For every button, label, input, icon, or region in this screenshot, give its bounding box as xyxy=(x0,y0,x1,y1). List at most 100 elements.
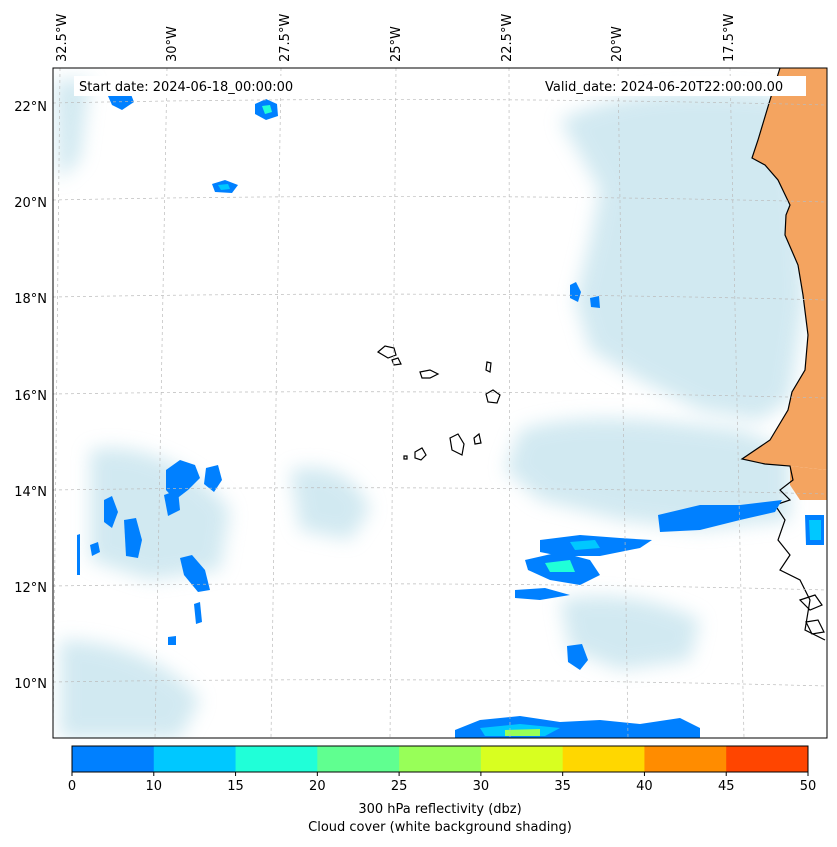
valid-date-label: Valid_date: 2024-06-20T22:00:00.00 xyxy=(545,80,783,95)
colorbar-tick-label: 40 xyxy=(636,779,653,794)
island-santo-antao xyxy=(376,345,397,359)
colorbar-label-cloud-cover: Cloud cover (white background shading) xyxy=(308,820,572,835)
island-bissagos-2 xyxy=(805,619,825,635)
colorbar-segment xyxy=(480,746,564,772)
reflectivity-echo-ne-2 xyxy=(590,296,600,308)
colorbar-segment xyxy=(644,746,727,772)
colorbar-tick-label: 10 xyxy=(146,779,163,794)
reflectivity-echo-w-3 xyxy=(104,496,118,528)
island-fogo xyxy=(414,447,427,461)
lon-label-32-5w: 32.5°W xyxy=(55,14,70,62)
lon-label-30w: 30°W xyxy=(165,26,180,62)
reflectivity-echo-ne-1 xyxy=(570,282,581,302)
reflectivity-echo-e-coast-core xyxy=(809,520,821,540)
reflectivity-echoes xyxy=(77,90,824,738)
meridian-25w xyxy=(389,68,397,738)
colorbar-frame xyxy=(71,745,809,773)
colorbar-segment xyxy=(317,746,400,772)
map-content xyxy=(53,68,827,738)
map-gridlines xyxy=(53,68,827,738)
latitude-labels: 22°N 20°N 18°N 16°N 14°N 12°N 10°N xyxy=(14,100,47,692)
reflectivity-echo-w-4 xyxy=(124,518,142,558)
colorbar-label-reflectivity: 300 hPa reflectivity (dbz) xyxy=(358,802,521,817)
longitude-labels: 32.5°W 30°W 27.5°W 25°W 22.5°W 20°W 17.5… xyxy=(55,14,737,62)
colorbar-segment xyxy=(235,746,318,772)
valid-date-box xyxy=(540,76,806,96)
island-sal xyxy=(485,361,492,373)
start-date-box xyxy=(74,76,312,96)
meridian-27-5w xyxy=(270,68,282,738)
lat-label-10n: 10°N xyxy=(14,677,47,692)
reflectivity-echo-se-3 xyxy=(515,588,570,600)
colorbar-tick-label: 45 xyxy=(718,779,735,794)
coastlines xyxy=(376,68,826,641)
island-boa-vista xyxy=(485,389,501,404)
reflectivity-echo-nw-2-core xyxy=(262,105,272,114)
island-brava xyxy=(403,455,408,460)
cloud-area-northeast xyxy=(560,90,805,420)
island-sao-nicolau xyxy=(419,369,440,379)
meridian-22-5w xyxy=(508,68,511,738)
colorbar-tick-label: 20 xyxy=(309,779,326,794)
colorbar-tick-label: 35 xyxy=(554,779,571,794)
parallel-22n xyxy=(53,99,827,106)
meridian-30w xyxy=(154,68,168,738)
reflectivity-echo-se-1-core xyxy=(570,540,600,550)
reflectivity-echo-s-band-peak xyxy=(505,729,540,736)
colorbar-tick-label: 0 xyxy=(68,779,76,794)
reflectivity-echo-n-1-core xyxy=(218,184,230,190)
parallel-14n xyxy=(53,487,827,495)
reflectivity-echo-w-10 xyxy=(168,636,176,645)
parallel-20n xyxy=(53,196,827,203)
island-bissagos-1 xyxy=(798,594,823,611)
africa-land xyxy=(742,68,827,738)
lon-label-25w: 25°W xyxy=(389,26,404,62)
lat-label-14n: 14°N xyxy=(14,485,47,500)
colorbar-segment xyxy=(153,746,237,772)
colorbar-tick-label: 25 xyxy=(391,779,408,794)
lat-label-16n: 16°N xyxy=(14,389,47,404)
reflectivity-echo-w-5 xyxy=(164,490,180,516)
lon-label-27-5w: 27.5°W xyxy=(278,14,293,62)
island-santiago xyxy=(449,433,465,456)
island-maio xyxy=(473,432,482,445)
cloud-area-southwest xyxy=(60,640,200,738)
land-layer xyxy=(742,68,827,738)
parallel-10n xyxy=(53,679,827,687)
lat-label-12n: 12°N xyxy=(14,581,47,596)
reflectivity-echo-se-2-core xyxy=(545,560,575,572)
parallel-16n xyxy=(53,391,827,399)
cloud-area-east xyxy=(505,418,790,530)
lat-label-18n: 18°N xyxy=(14,292,47,307)
colorbar-tick-label: 15 xyxy=(227,779,244,794)
map-frame xyxy=(52,67,828,739)
reflectivity-echo-s-1 xyxy=(567,644,588,670)
lon-label-22-5w: 22.5°W xyxy=(500,14,515,62)
senegal-land xyxy=(790,466,827,500)
start-date-label: Start date: 2024-06-18_00:00:00 xyxy=(79,80,293,95)
colorbar-segment xyxy=(562,746,645,772)
meridian-32-5w xyxy=(53,68,61,738)
reflectivity-echo-w-1 xyxy=(166,460,200,500)
reflectivity-echo-w-6 xyxy=(180,555,210,592)
meridian-17-5w xyxy=(729,68,745,738)
reflectivity-echo-w-7 xyxy=(194,602,202,624)
reflectivity-echo-w-8 xyxy=(90,542,100,556)
lat-label-22n: 22°N xyxy=(14,100,47,115)
cloud-area-northwest-edge xyxy=(55,80,90,180)
colorbar-tick-label: 50 xyxy=(800,779,817,794)
reflectivity-colorbar: 0 10 15 20 25 30 35 40 45 50 xyxy=(68,745,817,794)
colorbar-tick-label: 30 xyxy=(473,779,490,794)
reflectivity-echo-w-9 xyxy=(77,534,80,575)
colorbar-segment xyxy=(726,746,809,772)
cloud-area-southeast xyxy=(560,596,700,670)
lat-label-20n: 20°N xyxy=(14,196,47,211)
colorbar-segment xyxy=(72,746,155,772)
lon-label-20w: 20°W xyxy=(610,26,625,62)
reflectivity-echo-e-band xyxy=(658,500,782,532)
colorbar-segment xyxy=(399,746,482,772)
parallel-12n xyxy=(53,583,827,591)
cloud-area-central xyxy=(290,467,370,540)
